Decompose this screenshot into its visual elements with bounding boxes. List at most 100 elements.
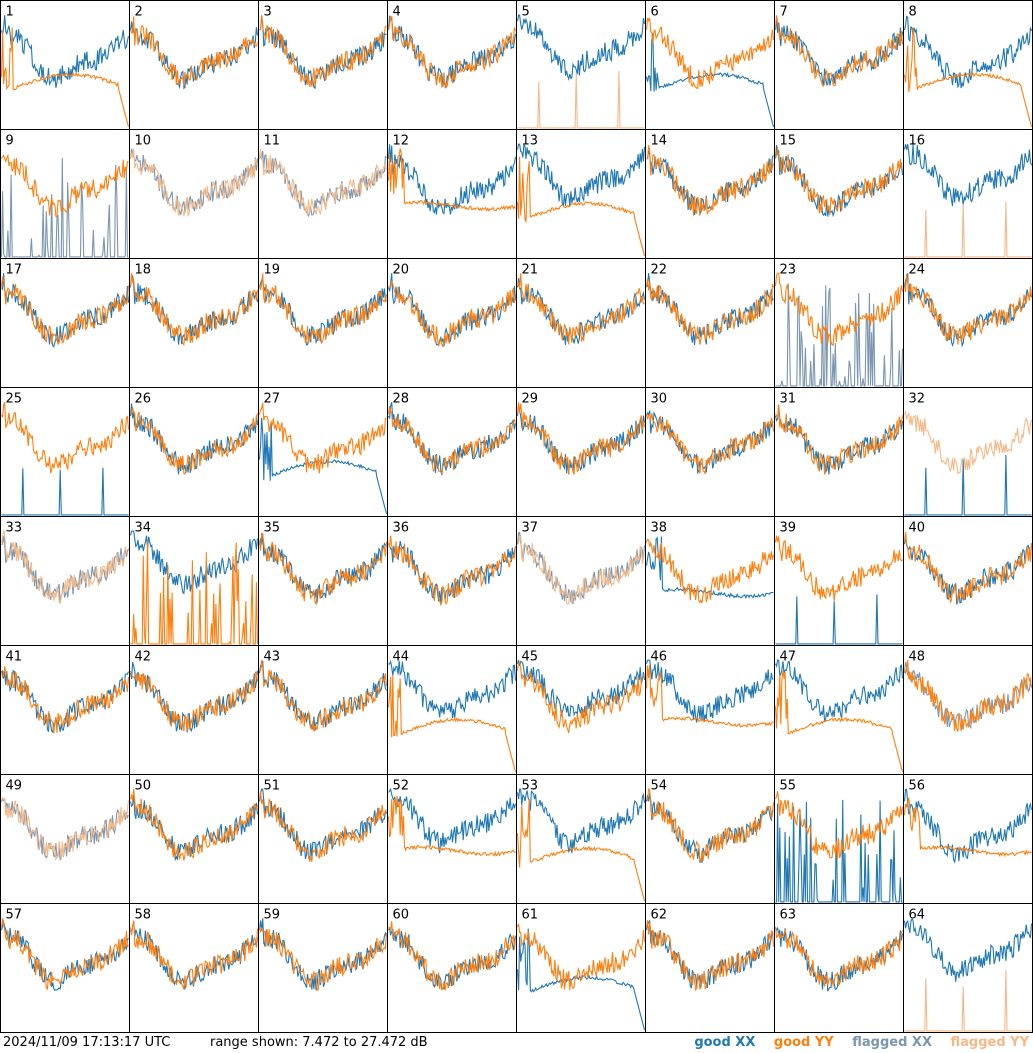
panel-59: 59 xyxy=(258,903,388,1033)
series-yy xyxy=(0,401,130,474)
series-xx xyxy=(775,594,903,645)
panel-label: 32 xyxy=(909,392,926,407)
series-yy xyxy=(645,278,775,345)
series-xx xyxy=(645,659,774,723)
panel-frame xyxy=(0,774,130,904)
series-yy xyxy=(387,405,517,476)
legend-flagged-yy: flagged YY xyxy=(950,1035,1030,1050)
panel-frame xyxy=(645,903,775,1033)
panel-64: 64 xyxy=(903,903,1033,1033)
series-yy xyxy=(904,660,1033,732)
panel-frame xyxy=(258,516,388,646)
panel-frame xyxy=(387,129,517,259)
series-yy xyxy=(129,670,259,732)
panel-50: 50 xyxy=(129,774,259,904)
panel-49: 49 xyxy=(0,774,130,904)
series-yy xyxy=(904,970,1032,1032)
panel-label: 6 xyxy=(651,5,659,20)
panel-frame xyxy=(516,129,646,259)
panel-47: 47 xyxy=(774,645,904,775)
panel-frame xyxy=(903,0,1033,130)
series-yy xyxy=(129,920,259,990)
series-xx xyxy=(903,15,1033,89)
panel-label: 1 xyxy=(6,5,14,20)
panel-frame xyxy=(0,258,130,388)
panel-9: 9 xyxy=(0,129,130,259)
series-yy xyxy=(516,661,645,734)
panel-12: 12 xyxy=(387,129,517,259)
panel-4: 4 xyxy=(387,0,517,130)
panel-37: 37 xyxy=(516,516,646,646)
series-yy xyxy=(130,541,259,646)
panel-label: 58 xyxy=(135,908,152,923)
series-yy xyxy=(0,666,130,734)
series-yy xyxy=(388,921,517,991)
series-yy xyxy=(516,156,646,257)
panel-label: 15 xyxy=(780,134,797,149)
legend-good-xx: good XX xyxy=(694,1035,756,1050)
series-xx xyxy=(387,144,517,215)
series-yy xyxy=(904,201,1032,258)
panel-frame xyxy=(774,258,904,388)
panel-2: 2 xyxy=(129,0,259,130)
panel-8: 8 xyxy=(903,0,1033,130)
footer: 2024/11/09 17:13:17 UTC range shown: 7.4… xyxy=(0,1033,1033,1053)
series-yy xyxy=(774,147,903,216)
series-yy xyxy=(517,533,646,605)
panel-42: 42 xyxy=(129,645,259,775)
series-xx xyxy=(904,454,1032,516)
panel-frame xyxy=(387,258,517,388)
panel-frame xyxy=(774,129,904,259)
series-yy xyxy=(258,926,388,991)
panel-label: 60 xyxy=(393,908,410,923)
panel-61: 61 xyxy=(516,903,646,1033)
series-yy xyxy=(903,797,1032,858)
series-xx xyxy=(1,467,129,516)
series-xx xyxy=(645,536,774,600)
series-yy xyxy=(775,791,904,860)
series-xx xyxy=(259,15,387,90)
series-yy xyxy=(387,674,517,773)
panel-label: 2 xyxy=(135,5,143,20)
panel-30: 30 xyxy=(645,387,775,517)
panel-label: 54 xyxy=(651,779,668,794)
legend: good XX good YY flagged XX flagged YY xyxy=(680,1033,1029,1053)
panel-label: 43 xyxy=(264,650,281,665)
series-xx xyxy=(774,17,904,86)
panel-35: 35 xyxy=(258,516,388,646)
panel-frame xyxy=(516,903,646,1033)
series-yy xyxy=(387,148,516,212)
panel-label: 10 xyxy=(135,134,152,149)
panel-frame xyxy=(774,387,904,517)
panel-label: 59 xyxy=(264,908,281,923)
series-xx xyxy=(903,661,1033,730)
panel-label: 28 xyxy=(393,392,410,407)
series-xx xyxy=(646,150,774,216)
panel-frame xyxy=(0,645,130,775)
series-yy xyxy=(774,926,903,988)
panel-29: 29 xyxy=(516,387,646,517)
panel-label: 13 xyxy=(522,134,539,149)
panel-1: 1 xyxy=(0,0,130,130)
series-xx xyxy=(387,273,517,347)
panel-frame xyxy=(645,387,775,517)
panel-label: 9 xyxy=(6,134,14,149)
panel-label: 61 xyxy=(522,908,539,923)
series-xx xyxy=(258,276,387,346)
panel-frame xyxy=(129,0,259,130)
panel-label: 35 xyxy=(264,521,281,536)
panel-5: 5 xyxy=(516,0,646,130)
panel-label: 4 xyxy=(393,5,401,20)
series-yy xyxy=(774,272,904,346)
panel-17: 17 xyxy=(0,258,130,388)
panel-label: 3 xyxy=(264,5,272,20)
series-yy xyxy=(129,789,259,861)
series-yy xyxy=(774,15,904,87)
panel-label: 12 xyxy=(393,134,410,149)
series-yy xyxy=(387,795,516,857)
series-xx xyxy=(258,788,388,862)
panel-label: 30 xyxy=(651,392,668,407)
panel-frame xyxy=(0,0,130,130)
panel-frame xyxy=(258,774,388,904)
panel-label: 21 xyxy=(522,263,539,278)
